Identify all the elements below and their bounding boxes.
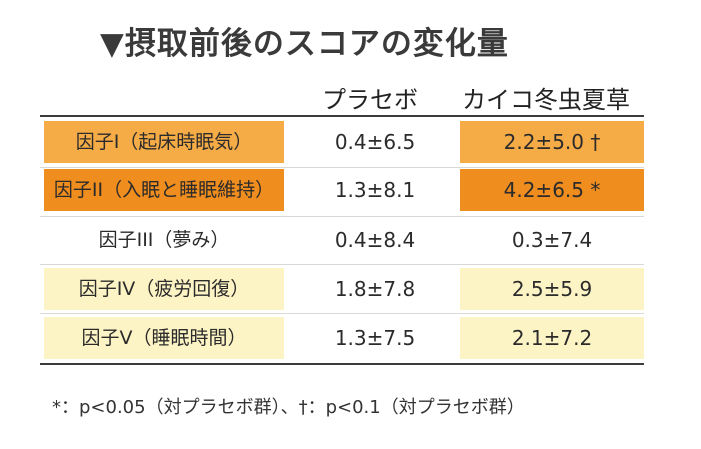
kaiko-value: 2.5±5.9 <box>460 268 644 310</box>
table-row-factor-1: 因子I（起床時眠気） 0.4±6.5 2.2±5.0 † <box>40 121 644 171</box>
page-title: ▼摂取前後のスコアの変化量 <box>100 26 509 62</box>
placebo-value: 1.8±7.8 <box>334 277 416 301</box>
placebo-value: 1.3±7.5 <box>334 326 416 350</box>
significance-footnote: *：p<0.05（対プラセボ群）、†：p<0.1（対プラセボ群） <box>52 397 525 418</box>
column-header-kaiko: カイコ冬虫夏草 <box>462 86 630 114</box>
table-top-rule <box>40 115 644 117</box>
kaiko-value: 2.1±7.2 <box>460 317 644 359</box>
row-divider <box>40 264 644 265</box>
kaiko-value: 2.2±5.0 † <box>460 121 644 163</box>
table-row-factor-3: 因子III（夢み） 0.4±8.4 0.3±7.4 <box>40 219 644 269</box>
factor-label: 因子IV（疲労回復） <box>44 268 284 310</box>
table-row-factor-4: 因子IV（疲労回復） 1.8±7.8 2.5±5.9 <box>40 268 644 318</box>
factor-label: 因子III（夢み） <box>98 229 230 251</box>
placebo-value: 0.4±8.4 <box>334 228 416 252</box>
table-row-factor-5: 因子V（睡眠時間） 1.3±7.5 2.1±7.2 <box>40 317 644 367</box>
table-row-factor-2: 因子II（入眠と睡眠維持） 1.3±8.1 4.2±6.5 * <box>40 169 644 219</box>
row-divider <box>40 216 644 217</box>
factor-label: 因子I（起床時眠気） <box>44 121 284 163</box>
table-bottom-rule <box>40 363 644 365</box>
score-change-table: 因子I（起床時眠気） 0.4±6.5 2.2±5.0 † 因子II（入眠と睡眠維… <box>40 115 644 365</box>
placebo-value: 0.4±6.5 <box>334 130 416 154</box>
row-divider <box>40 167 644 168</box>
factor-label: 因子II（入眠と睡眠維持） <box>44 169 284 211</box>
kaiko-value: 0.3±7.4 <box>511 228 593 252</box>
kaiko-value: 4.2±6.5 * <box>460 169 644 211</box>
column-header-placebo: プラセボ <box>322 86 418 114</box>
factor-label: 因子V（睡眠時間） <box>44 317 284 359</box>
row-divider <box>40 313 644 314</box>
placebo-value: 1.3±8.1 <box>334 178 416 202</box>
